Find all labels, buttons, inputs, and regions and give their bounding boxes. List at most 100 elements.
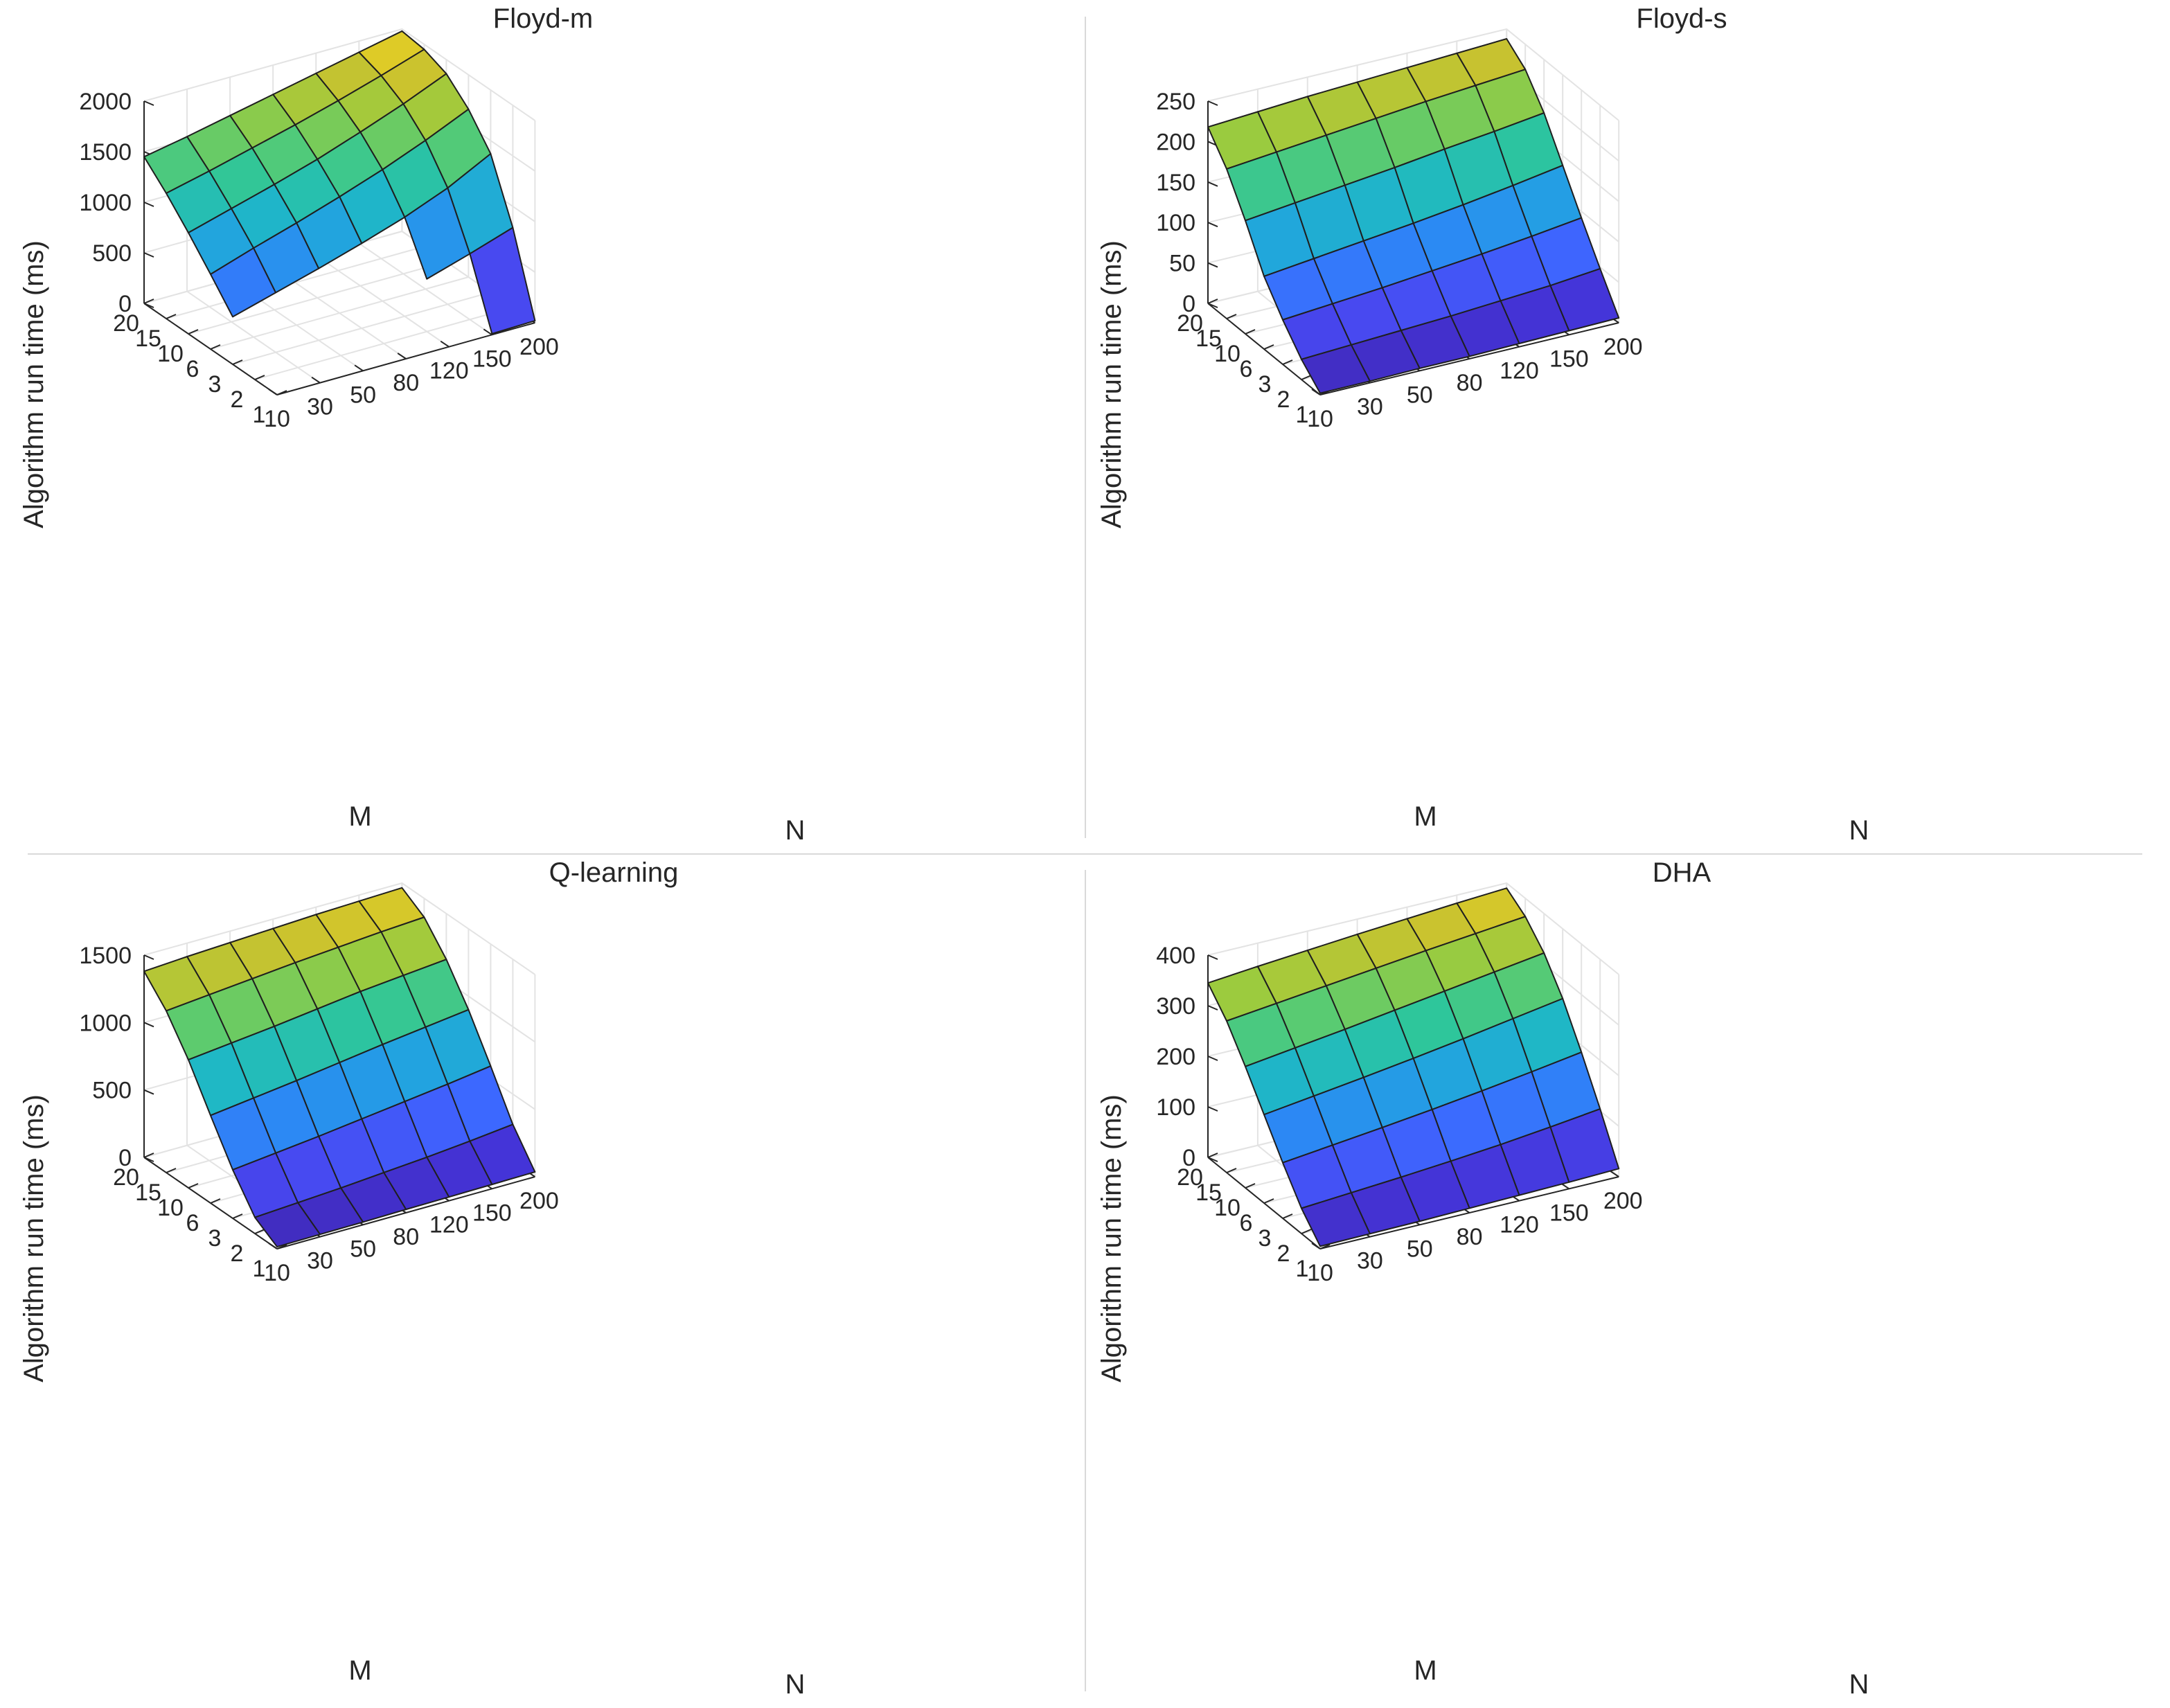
m-tick [188,329,199,335]
z-tick [1207,1157,1218,1162]
n-tick-label: 200 [519,334,559,360]
m-tick [1245,329,1256,335]
m-tick-label: 3 [208,371,222,398]
m-tick [166,314,177,319]
n-tick-label: 50 [1407,382,1433,408]
z-tick [1207,181,1218,187]
m-tick [232,359,243,365]
vertical-divider-bottom [1085,870,1086,1691]
m-tick-label: 10 [157,341,184,367]
surface-cell [404,187,471,280]
n-tick [440,340,450,348]
m-tick-label: 15 [1195,1180,1222,1206]
z-axis-label: Algorithm run time (ms) [19,240,49,528]
plot-title: Q-learning [549,857,679,888]
m-tick-label: 1 [1296,402,1309,428]
m-tick-label: 6 [1240,356,1253,382]
n-tick-label: 10 [1307,1260,1333,1286]
m-tick [1301,1229,1312,1234]
m-tick [210,344,221,350]
n-tick [311,376,321,384]
m-tick [254,375,265,380]
m-axis-label: M [1414,801,1437,832]
surface-cell [210,247,277,318]
z-tick-label: 0 [1182,291,1195,317]
n-tick-label: 30 [307,394,333,420]
m-tick-label: 20 [113,310,139,337]
z-tick [1207,1056,1218,1061]
m-tick-label: 2 [1277,386,1290,413]
m-tick-label: 2 [1277,1240,1290,1267]
n-tick-label: 120 [429,1212,469,1238]
m-tick [1245,1183,1256,1189]
z-tick [143,202,154,207]
horizontal-divider [28,853,2142,855]
n-tick-label: 50 [350,382,376,408]
n-tick-label: 10 [264,406,290,432]
n-tick-label: 10 [1307,406,1333,432]
m-tick [254,1229,265,1234]
m-tick-label: 1 [1296,1256,1309,1282]
panel-floyd-s: 0 50 100 150 200 250 10 30 50 80 120 150 200 1 2 3 6 10 15… [1085,0,2169,854]
n-tick [1311,1243,1321,1249]
z-tick [1207,303,1218,308]
n-tick-label: 30 [1357,394,1383,420]
m-tick [1282,359,1293,365]
m-tick [143,1153,154,1158]
n-axis-line [1319,322,1619,395]
z-tick-label: 200 [1156,129,1195,155]
m-tick [1319,1244,1331,1249]
z-tick-label: 300 [1156,993,1195,1020]
n-tick [354,364,364,372]
m-tick [1301,375,1312,380]
n-tick-label: 200 [519,1188,559,1214]
m-tick-label: 20 [113,1164,139,1191]
z-tick-label: 500 [92,1078,132,1104]
n-tick-label: 50 [1407,1236,1433,1262]
z-tick [1207,954,1218,960]
n-tick [397,353,407,359]
surface-cell [469,226,536,335]
n-tick [483,328,492,336]
m-tick [188,1183,199,1189]
z-tick [1207,262,1218,268]
n-axis-label: N [1849,815,1869,846]
z-tick [143,954,154,960]
n-tick-label: 80 [393,1224,419,1250]
z-tick [143,303,154,308]
n-tick-label: 150 [472,1200,512,1226]
m-tick-label: 1 [253,402,266,428]
plot-title: DHA [1653,857,1711,888]
surface-cell [254,1202,321,1248]
plot-title: Floyd-s [1636,3,1727,34]
m-tick-label: 10 [1214,341,1240,367]
surface-cell [1301,344,1371,394]
n-tick-label: 10 [264,1260,290,1286]
m-tick-label: 15 [1195,326,1222,352]
m-tick-label: 3 [1259,1225,1272,1252]
panel-floyd-m: 0 500 1000 1500 2000 10 30 50 80 120 150 200 1 2 3 6 10 1… [0,0,1085,854]
z-tick-label: 0 [118,291,132,317]
panel-q-learning: 0 500 1000 1500 10 30 50 80 120 150 200 1 2 3 6 10 15 20 … [0,854,1085,1708]
m-tick-label: 3 [1259,371,1272,398]
n-tick [268,1243,278,1249]
z-tick-label: 400 [1156,943,1195,969]
z-axis-label: Algorithm run time (ms) [1096,240,1127,528]
m-tick [166,1168,177,1173]
m-tick-label: 2 [231,386,244,413]
m-tick [1263,1198,1274,1204]
m-tick [1226,1168,1237,1173]
n-tick-label: 30 [307,1248,333,1274]
n-tick-label: 80 [1457,370,1483,396]
m-tick-label: 6 [1240,1210,1253,1236]
n-tick [1610,1171,1619,1177]
surface-cell [1301,1192,1371,1247]
plot-title: Floyd-m [493,3,593,34]
m-tick [276,1244,287,1249]
m-tick [210,1198,221,1204]
n-tick [1311,389,1321,395]
z-tick [143,100,154,106]
n-axis-label: N [785,1669,806,1700]
